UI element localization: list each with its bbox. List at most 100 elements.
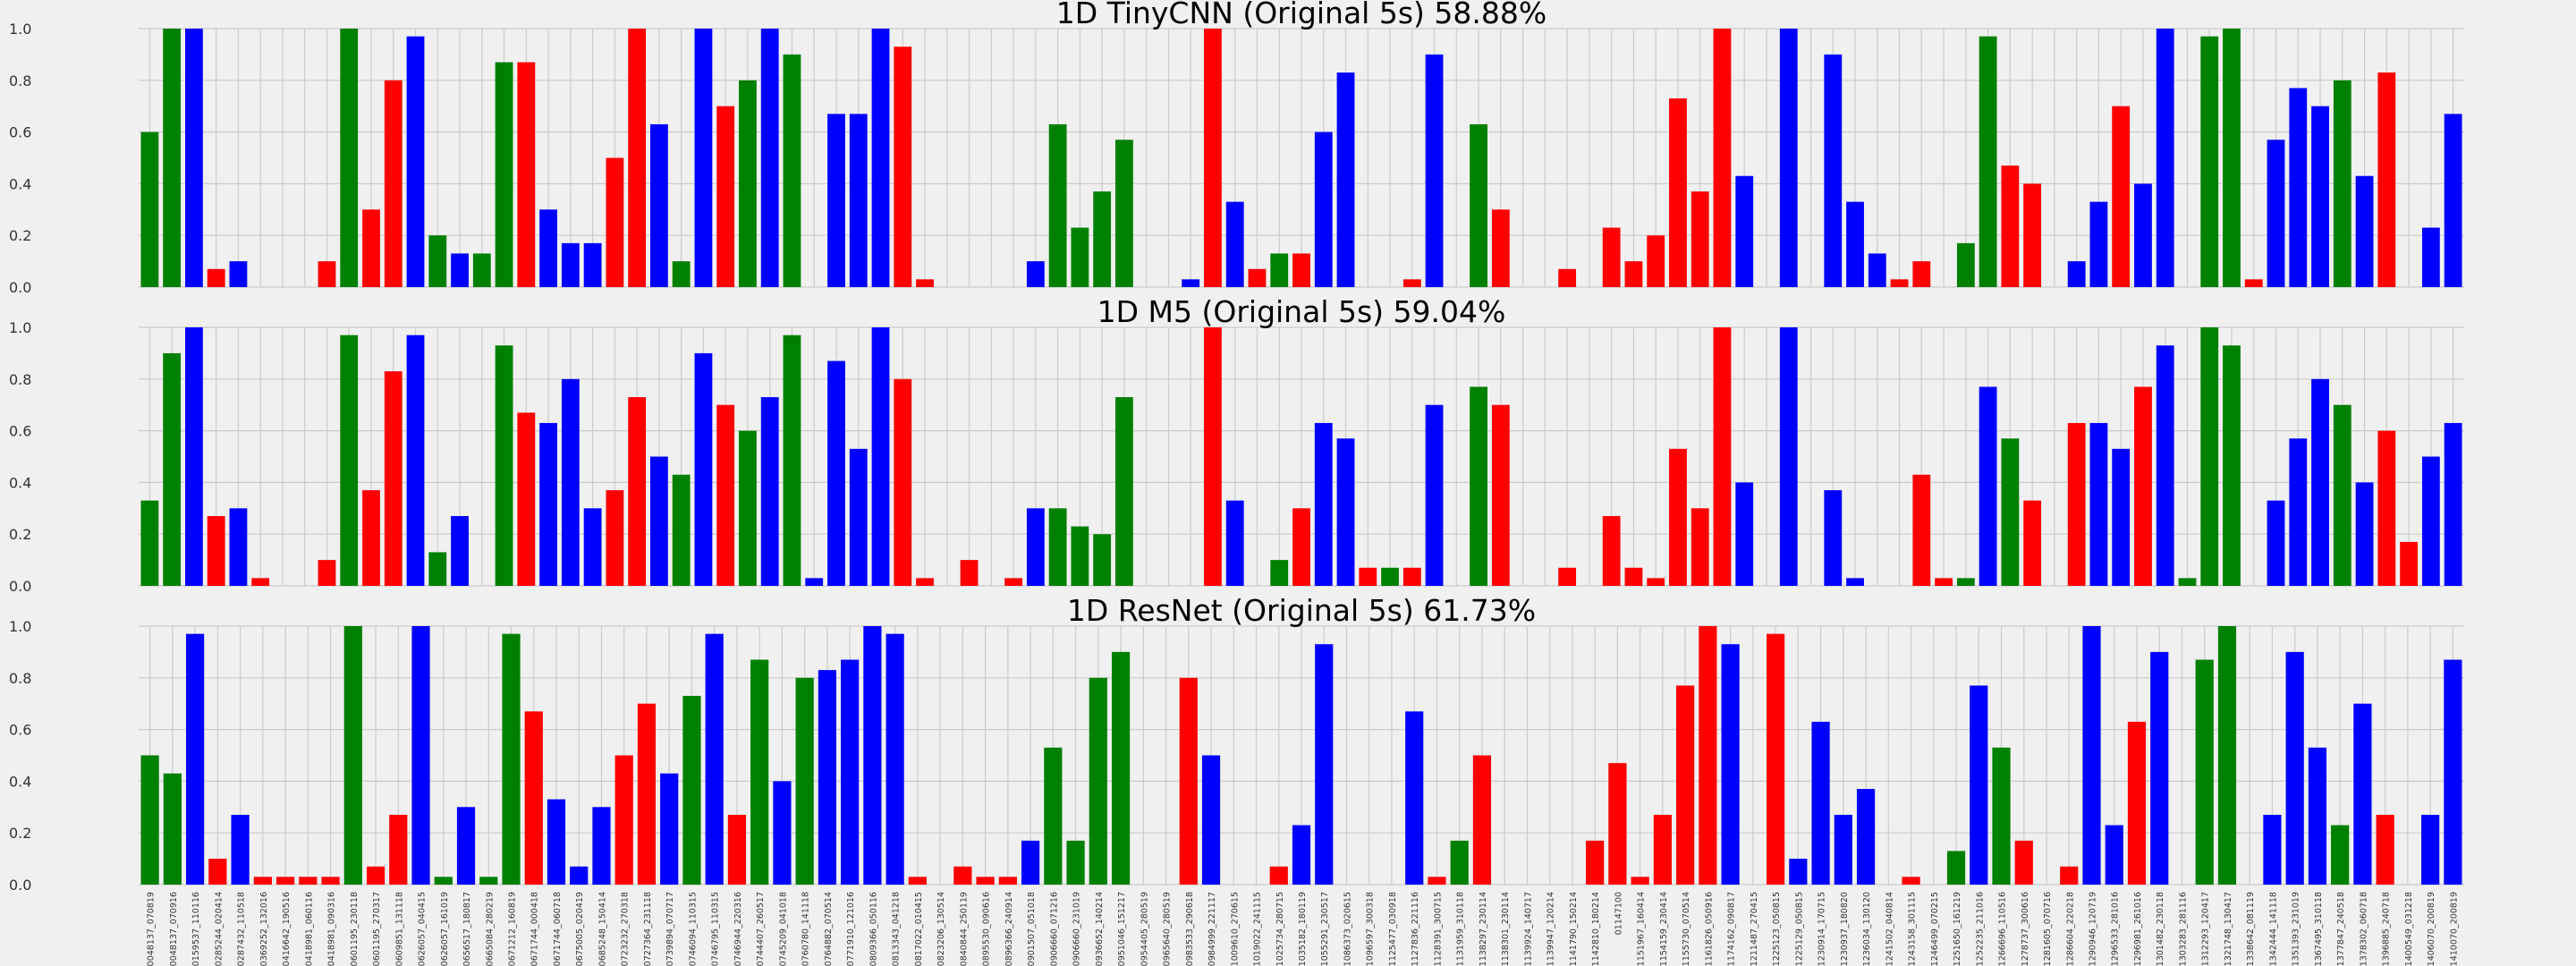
x-tick-label: 01296533_281016: [2111, 892, 2121, 966]
bar: [916, 578, 934, 586]
bar: [1026, 508, 1045, 586]
bar: [1669, 448, 1687, 586]
bar: [1336, 72, 1355, 287]
x-tick-label: 00287432_110518: [237, 892, 247, 966]
bar: [1868, 253, 1886, 287]
bar: [1935, 578, 1953, 586]
x-tick-label: 01141790_150214: [1569, 892, 1579, 966]
bar: [517, 412, 536, 586]
bar: [561, 242, 580, 287]
x-tick-label: 01138301_230114: [1501, 892, 1511, 966]
bar: [547, 799, 566, 885]
bar: [672, 261, 691, 287]
bar: [495, 62, 513, 287]
bar: [849, 114, 868, 288]
bar: [1292, 253, 1310, 287]
x-tick-label: 00626057_161019: [440, 892, 450, 966]
bar: [583, 242, 602, 287]
bar: [163, 29, 182, 287]
x-tick-label: 01086373_020615: [1343, 892, 1352, 966]
bar: [456, 807, 476, 885]
bar: [1115, 140, 1133, 287]
x-tick-label: 00739894_070717: [665, 892, 675, 966]
x-tick-label: 01286604_220218: [2065, 892, 2075, 966]
bar: [2112, 106, 2131, 287]
bar: [1608, 763, 1627, 885]
y-tick-label: 1.0: [9, 319, 31, 336]
bar: [2127, 721, 2147, 885]
bar: [251, 578, 270, 586]
bar: [2400, 541, 2418, 586]
bar: [2217, 626, 2237, 885]
bar: [185, 29, 203, 287]
y-tick-label: 0.8: [9, 72, 31, 89]
x-tick-label: 00671744_000418: [530, 892, 540, 966]
bar: [1721, 644, 1740, 885]
x-tick-label: 00746094_110315: [688, 892, 698, 966]
x-tick-label: 00601195_270317: [372, 892, 382, 966]
x-tick-label: 00159537_110116: [191, 892, 201, 966]
bar: [2089, 201, 2108, 287]
bar: [1735, 482, 1754, 586]
x-tick-label: 00813343_041218: [892, 892, 902, 966]
bar: [650, 123, 668, 287]
bar: [1026, 261, 1045, 287]
bar: [1979, 386, 1997, 586]
bar: [2200, 36, 2219, 288]
x-tick-label: 00936652_140214: [1095, 892, 1105, 966]
x-tick-label: 01139924_140717: [1523, 892, 1533, 966]
bar: [1270, 253, 1289, 287]
bar: [628, 29, 647, 287]
x-tick-label: 00671744_060718: [553, 892, 563, 966]
bar: [253, 877, 272, 885]
x-tick-label: 00656517_180817: [462, 892, 472, 966]
x-tick-label: 00965640_280519: [1163, 892, 1173, 966]
x-tick-label: 00983533_290618: [1185, 892, 1195, 966]
bar: [795, 677, 814, 885]
x-tick-label: 01281605_070716: [2043, 892, 2053, 966]
bar: [1179, 677, 1198, 885]
x-tick-label: 01377847_240518: [2336, 892, 2346, 966]
bar: [694, 29, 713, 287]
bar: [1225, 500, 1244, 586]
bar: [163, 773, 182, 885]
bar: [1979, 36, 1997, 288]
bar: [2060, 866, 2079, 885]
x-tick-label: 01096597_300318: [1366, 892, 1376, 966]
bar: [229, 261, 248, 287]
chart-panel-1: 0.0 0.2 0.4 0.6 0.8 1.0 1D TinyCNN (Original 5…: [9, 0, 2464, 296]
x-tick-label: 00901507_051018: [1027, 892, 1037, 966]
bar: [1789, 859, 1808, 885]
bar: [1004, 578, 1022, 586]
bar: [451, 515, 469, 586]
x-tick-label: 01230914_170715: [1818, 892, 1827, 966]
x-tick-label: 00416642_190516: [282, 892, 292, 966]
bar: [1270, 560, 1289, 586]
x-tick-label: 01154159_230414: [1659, 892, 1669, 966]
bar: [207, 268, 225, 287]
y-tick-label: 0.2: [9, 526, 31, 543]
x-tick-label: 01131959_310118: [1456, 892, 1466, 966]
x-tick-label: 01009610_270615: [1230, 892, 1240, 966]
bar: [1970, 685, 1988, 885]
bar: [229, 508, 248, 586]
x-tick-label: 00817022_010415: [914, 892, 924, 966]
bar: [1956, 578, 1975, 586]
bar: [583, 508, 602, 586]
bar: [660, 773, 679, 885]
bar: [1115, 397, 1133, 586]
bar: [275, 877, 295, 885]
bar: [140, 131, 159, 287]
x-tick-label: 00418981_090316: [327, 892, 337, 966]
bar: [908, 877, 927, 885]
bar: [2263, 814, 2282, 885]
bar: [1491, 404, 1510, 586]
bar: [1631, 877, 1649, 885]
x-tick-label: 00771910_121016: [846, 892, 856, 966]
x-tick-label: 00954405_280519: [1140, 892, 1149, 966]
bar: [739, 430, 757, 586]
y-tick-label: 0.8: [9, 371, 31, 388]
x-tick-label: 01396885_240718: [2382, 892, 2392, 966]
bar: [1669, 98, 1687, 287]
